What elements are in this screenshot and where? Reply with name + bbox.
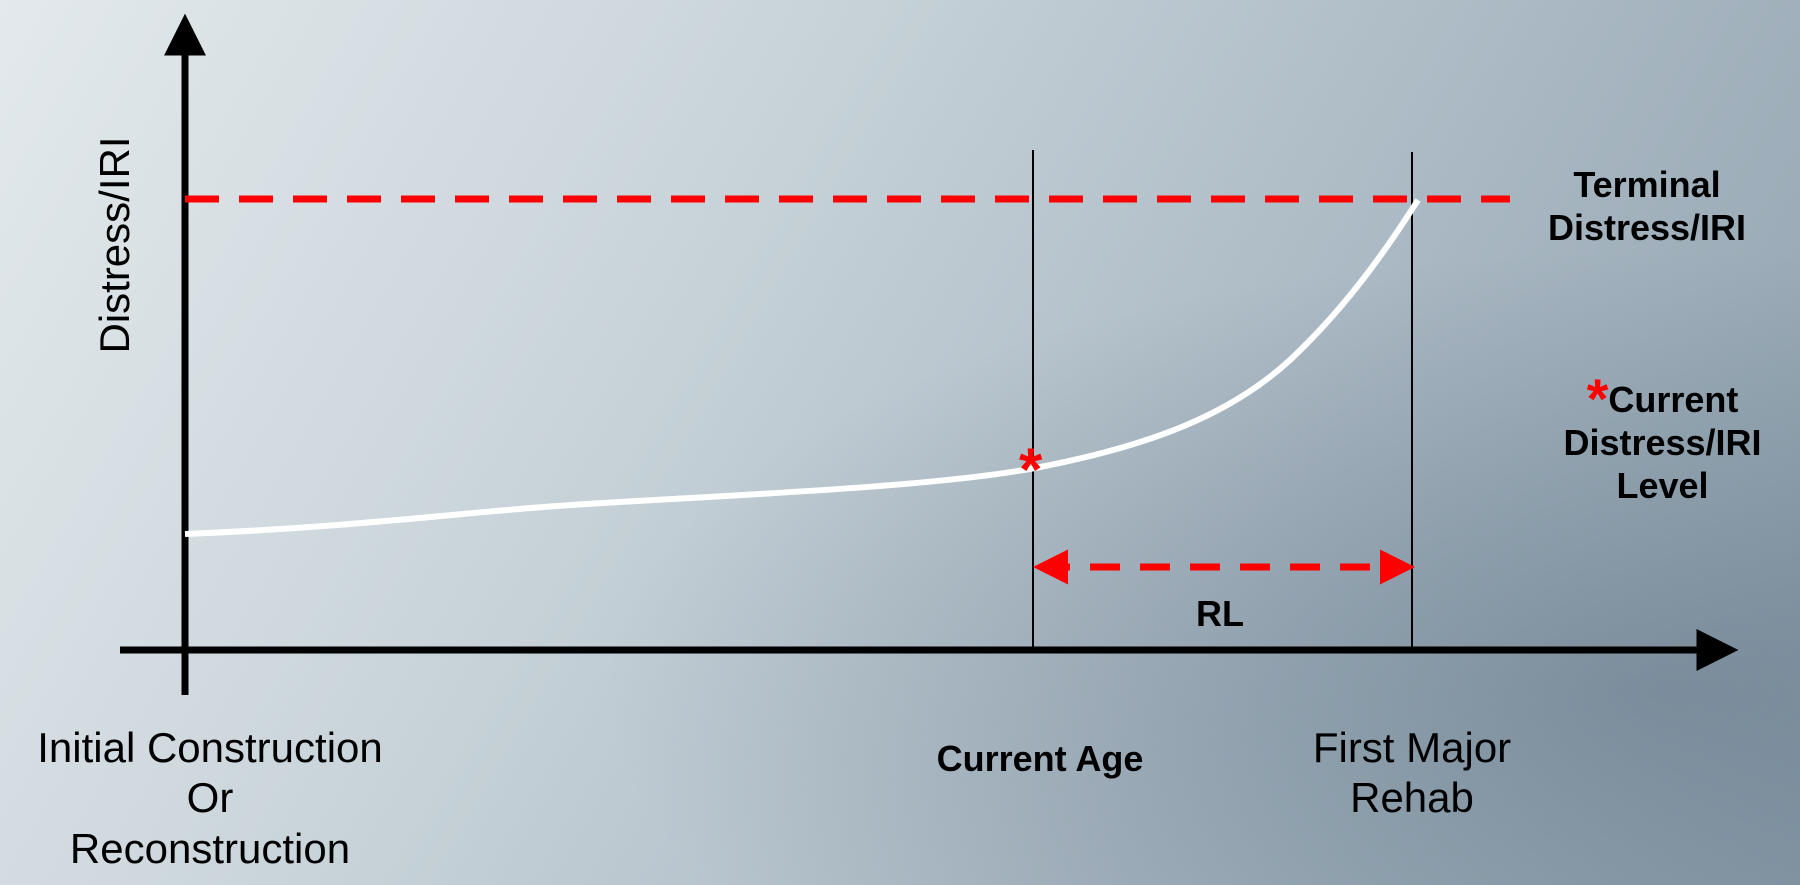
current-distress-marker-glyph: * xyxy=(1019,436,1043,503)
deterioration-curve xyxy=(184,198,1421,537)
first-major-rehab-label: First Major Rehab xyxy=(1262,723,1562,824)
current-level-line-3: Level xyxy=(1616,465,1709,507)
asterisk-icon: * xyxy=(1586,367,1609,430)
initial-line-1: Initial Construction xyxy=(37,724,383,771)
current-distress-marker: * xyxy=(1019,440,1042,500)
y-axis-label: Distress/IRI xyxy=(91,136,138,354)
initial-line-2: Or xyxy=(186,774,234,822)
rehab-line-1: First Major xyxy=(1312,724,1512,771)
current-level-line-1-text: Current xyxy=(1608,379,1739,420)
terminal-label-line-1: Terminal xyxy=(1573,164,1721,205)
current-level-line-2: Distress/IRI xyxy=(1563,422,1762,464)
terminal-distress-label: Terminal Distress/IRI xyxy=(1497,163,1797,249)
remaining-life-label: RL xyxy=(1196,593,1244,634)
current-distress-level-label: *Current Distress/IRI Level xyxy=(1525,371,1800,508)
initial-line-3: Reconstruction xyxy=(69,824,351,872)
current-level-line-1: *Current xyxy=(1525,371,1800,427)
current-age-label: Current Age xyxy=(936,738,1144,779)
rehab-line-2: Rehab xyxy=(1350,774,1474,822)
terminal-label-line-2: Distress/IRI xyxy=(1547,207,1747,249)
initial-construction-label: Initial Construction Or Reconstruction xyxy=(0,723,420,874)
